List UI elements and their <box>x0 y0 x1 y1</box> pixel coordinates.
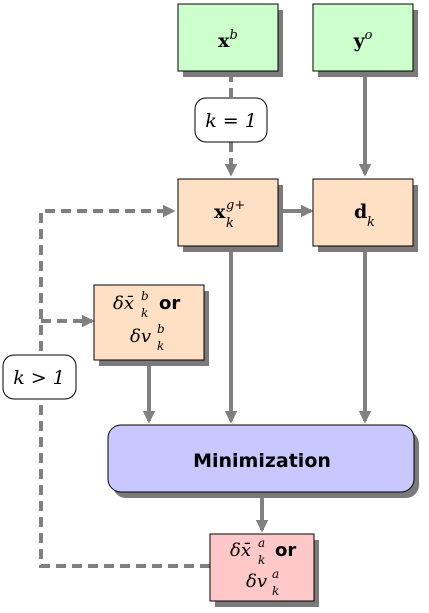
node-innovation-box <box>312 178 414 247</box>
condition-first-label: k = 1 <box>205 110 257 132</box>
node-incr-line2-sup: b <box>157 322 165 336</box>
node-background-increment-box <box>93 284 205 361</box>
condition-first-box <box>194 97 268 143</box>
svg-text:xb: xb <box>218 28 238 52</box>
node-analysis-line1-base: δx̄ <box>230 540 251 561</box>
node-xg-sup: g+ <box>226 198 245 213</box>
node-innovation: d k <box>312 178 418 252</box>
node-incr-line1-sup: b <box>141 289 149 303</box>
node-analysis-increment-box <box>209 533 315 602</box>
node-incr-line2-base: δv <box>130 326 151 347</box>
edge-loop-back <box>39 204 210 568</box>
edges <box>39 72 372 568</box>
node-background-state: xb <box>177 3 283 77</box>
svg-text:yo: yo <box>353 28 373 52</box>
node-guess-state: x g+ k <box>177 178 283 252</box>
node-yo-base: y <box>353 30 366 52</box>
svg-text:δx̄: δx̄ <box>113 293 134 314</box>
node-guess-state-box <box>177 178 279 247</box>
node-minimization-label: Minimization <box>193 450 331 472</box>
node-analysis-or-label: or <box>275 540 296 561</box>
node-background-state-box <box>177 3 279 72</box>
svg-text:d: d <box>354 201 367 223</box>
node-analysis-line2-sub: k <box>272 584 279 598</box>
node-observations: yo <box>312 3 418 77</box>
condition-loop-box <box>2 354 77 400</box>
node-dk-base: d <box>354 201 367 223</box>
svg-text:x: x <box>214 201 226 223</box>
svg-text:δv: δv <box>246 571 267 592</box>
node-incr-or-label: or <box>159 293 180 314</box>
node-xb-base: x <box>218 30 230 52</box>
node-yo-sup: o <box>365 28 373 43</box>
svg-text:δx̄: δx̄ <box>230 540 251 561</box>
node-analysis-increment: δx̄ a k or δv a k <box>209 533 319 607</box>
node-incr-line1-sub: k <box>141 306 148 320</box>
node-incr-line2-sub: k <box>157 339 164 353</box>
node-analysis-line1-sub: k <box>258 553 265 567</box>
node-analysis-line2-base: δv <box>246 571 267 592</box>
svg-text:δv: δv <box>130 326 151 347</box>
node-xg-sub: k <box>226 216 234 231</box>
node-analysis-line1-sup: a <box>258 536 265 550</box>
node-analysis-line2-sup: a <box>272 567 279 581</box>
condition-loop-label: k > 1 <box>13 367 65 389</box>
node-minimization-box <box>107 424 415 493</box>
node-background-increment: δx̄ b k or δv b k <box>93 284 209 366</box>
condition-loop-iteration: k > 1 <box>2 354 77 400</box>
node-dk-sub: k <box>367 215 375 230</box>
node-minimization: Minimization <box>107 424 419 498</box>
node-xg-base: x <box>214 201 226 223</box>
condition-first-iteration: k = 1 <box>194 97 268 143</box>
node-xb-sup: b <box>230 28 238 43</box>
node-incr-line1-base: δx̄ <box>113 293 134 314</box>
node-observations-box <box>312 3 414 72</box>
